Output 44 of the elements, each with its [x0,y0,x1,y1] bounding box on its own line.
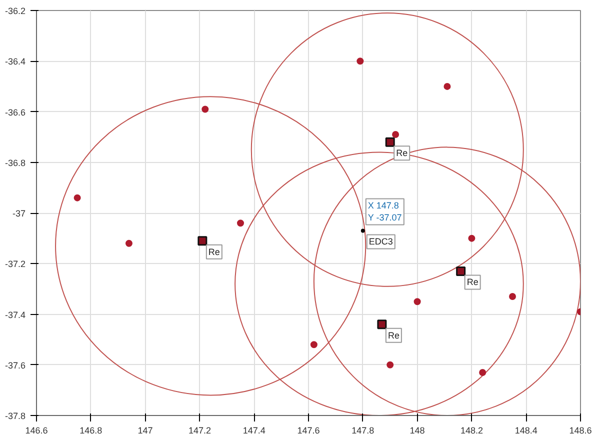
x-tick-label: 147.6 [297,426,320,436]
point [385,137,395,147]
annotation: Re [388,330,400,340]
point [360,228,365,233]
x-tick-label: 147.4 [242,426,266,436]
y-tick-label: -37.2 [4,259,26,270]
point [125,240,132,247]
y-tick-label: -37 [12,208,26,218]
y-tick-label: -37.8 [4,411,26,421]
point [237,220,244,227]
point [356,58,364,65]
y-tick-label: -36.4 [4,56,26,67]
y-tick-label: -37.6 [4,360,26,370]
x-tick-label: 146.6 [25,426,48,436]
y-tick-label: -36.6 [4,107,26,118]
x-tick-label: 148.6 [569,426,592,436]
x-tick-label: 148.4 [514,426,538,436]
x-tick-label: 147.2 [188,426,211,436]
point [202,106,209,113]
point [414,298,421,306]
annotation: Re [208,246,220,257]
y-tick-label: -37.4 [4,310,26,320]
annotation: Re [466,277,478,288]
point [198,236,208,246]
y-tick-label: -36.2 [4,6,26,16]
annotation: Re [396,148,408,158]
annotation: X 147.8 Y -37.07 [368,200,402,223]
point [392,131,400,138]
point [377,320,387,330]
x-tick-label: 147 [138,426,153,436]
annotation: EDC3 [368,236,393,247]
point [444,82,451,90]
x-tick-label: 148.2 [460,426,483,436]
point [456,266,466,276]
x-tick-label: 147.8 [352,426,374,436]
point [468,234,476,242]
point [74,194,81,202]
point [509,293,516,300]
point [479,368,486,376]
x-tick-label: 146.8 [80,426,102,436]
x-tick-label: 148 [410,426,425,436]
point [310,341,318,348]
point [386,361,394,368]
y-tick-label: -36.8 [4,158,26,168]
